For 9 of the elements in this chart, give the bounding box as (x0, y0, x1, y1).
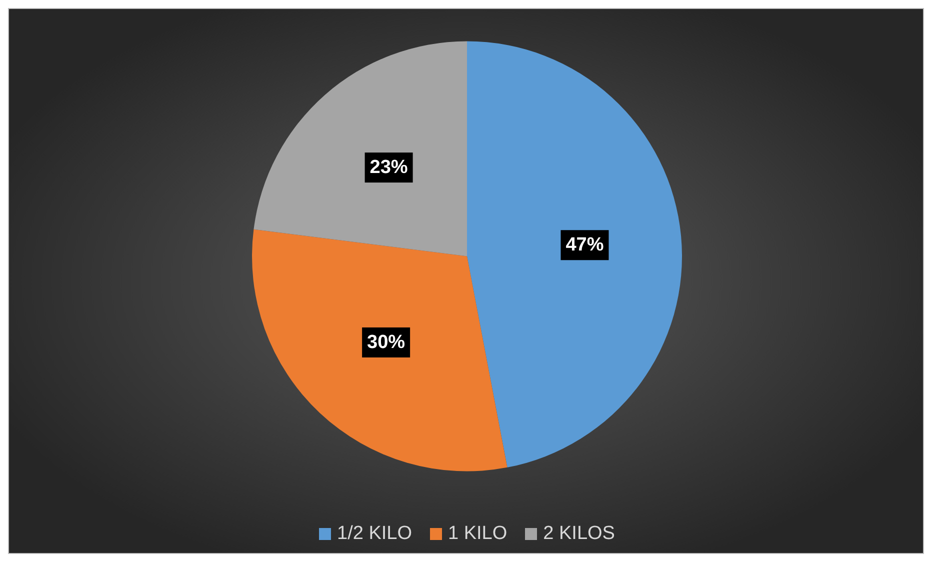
pie-slice (254, 41, 467, 256)
legend-label: 2 KILOS (542, 523, 615, 545)
data-label: 47% (566, 234, 604, 256)
pie-slice (467, 41, 682, 468)
legend-label: 1/2 KILO (336, 523, 412, 545)
data-label: 23% (370, 157, 408, 178)
pie-slice (252, 229, 508, 471)
data-label: 30% (367, 332, 406, 353)
legend-label: 1 KILO (447, 523, 508, 545)
